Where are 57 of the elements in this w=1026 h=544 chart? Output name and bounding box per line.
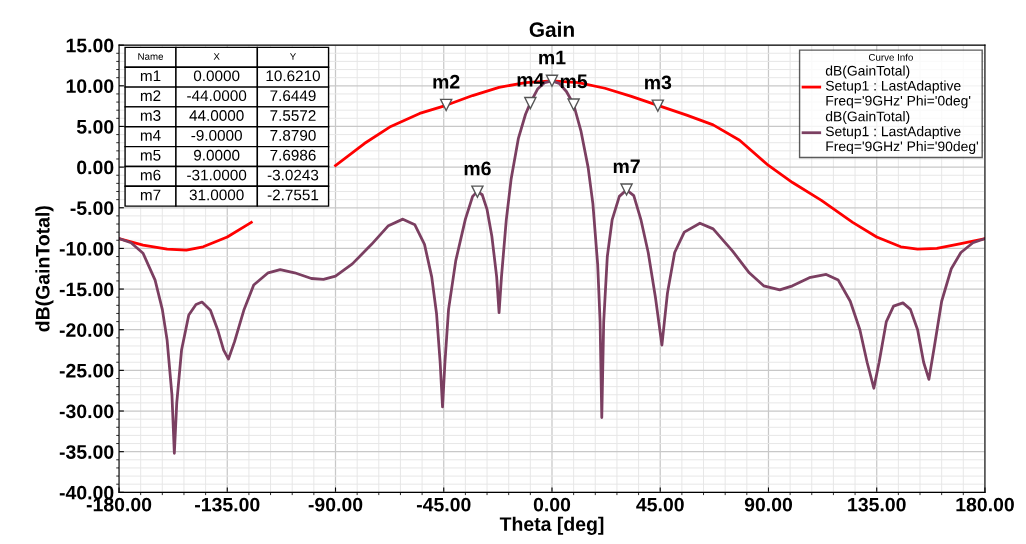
annotation: m3 [645,75,672,90]
annotation: 7.8790 [270,129,316,141]
annotation: m1 [539,50,566,65]
annotation: 31.0000 [189,189,244,201]
annotation: m6 [464,161,491,176]
y-axis-title: dB(GainTotal) [35,206,54,332]
annotation: -2.7551 [267,189,319,201]
annotation: Y [289,53,296,60]
annotation: m7 [140,189,161,201]
chart-title: Gain [529,21,574,38]
legend-title: Curve Info [868,53,913,61]
annotation: 9.0000 [194,149,240,161]
annotation: m4 [140,130,161,141]
annotation: 0.0000 [193,70,240,82]
y-tick-label: 5.00 [76,119,114,134]
y-tick-label: 15.00 [66,38,114,53]
y-tick-label: -5.00 [70,201,114,215]
point [620,183,633,196]
point [524,96,537,110]
x-tick-label: -90.00 [308,497,363,512]
annotation: m6 [140,169,161,181]
annotation: 7.6986 [270,149,316,161]
x-tick-label: -45.00 [416,497,471,512]
y-tick-label: -35.00 [59,445,114,459]
y-tick-label: 0.00 [77,160,114,175]
x-tick-label: 180.00 [956,497,1014,512]
x-axis-title: Theta [deg] [499,516,604,535]
point [567,98,580,111]
x-tick-label: 0.00 [533,497,571,512]
annotation: m1 [140,70,161,82]
annotation: 10.6210 [266,70,320,82]
x-tick-label: 135.00 [848,497,906,512]
y-tick-label: -15.00 [59,282,114,297]
annotation: -44.0000 [187,90,247,102]
y-tick-label: -30.00 [59,404,114,419]
legend-label: dB(GainTotal) Setup1 : LastAdaptive Freq='9GHz' Phi='90deg' [825,111,979,154]
annotation: m3 [140,110,161,121]
y-tick-label: 10.00 [66,79,114,94]
point [471,185,484,198]
annotation: m5 [140,149,161,161]
annotation: 7.5572 [270,110,316,121]
y-tick-label: -25.00 [59,363,114,378]
x-tick-label: 45.00 [636,497,684,512]
annotation: -3.0243 [267,169,319,181]
annotation: X [213,53,220,60]
x-tick-label: 90.00 [744,497,793,512]
y-tick-label: -20.00 [59,323,114,337]
annotation: m7 [613,159,640,173]
y-tick-label: -10.00 [59,241,114,256]
annotation: m2 [433,74,460,89]
annotation: -31.0000 [187,169,247,181]
x-tick-label: -135.00 [195,497,260,512]
annotation: -9.0000 [191,129,242,141]
annotation: m2 [140,90,161,101]
annotation: 7.6449 [270,90,316,102]
annotation: Name [138,53,164,60]
annotation: 44.0000 [189,110,244,121]
